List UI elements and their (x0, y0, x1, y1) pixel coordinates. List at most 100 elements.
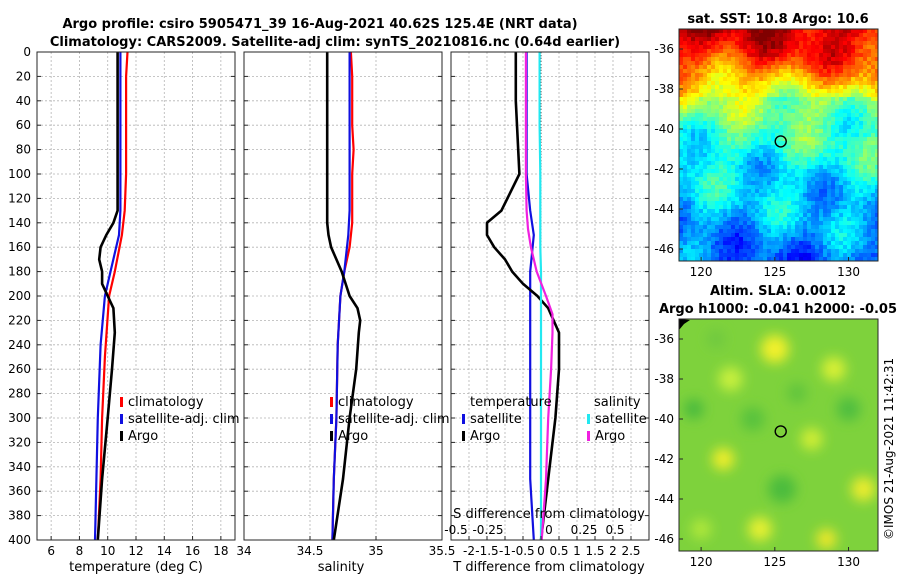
sst-cell (743, 57, 748, 62)
sst-cell (751, 165, 756, 170)
sst-cell (783, 153, 788, 158)
sst-cell (767, 105, 772, 110)
sst-cell (755, 165, 760, 170)
sst-cell (711, 41, 716, 46)
sst-cell (703, 145, 708, 150)
sst-cell (851, 161, 856, 166)
sst-cell (839, 125, 844, 130)
sst-cell (855, 181, 860, 186)
sst-cell (735, 109, 740, 114)
sst-cell (679, 57, 684, 62)
sst-cell (723, 69, 728, 74)
sst-cell (843, 237, 848, 242)
sst-cell (775, 89, 780, 94)
sst-cell (835, 109, 840, 114)
sst-cell (691, 41, 696, 46)
sst-cell (707, 161, 712, 166)
sst-cell (755, 201, 760, 206)
sst-cell (843, 197, 848, 202)
sst-cell (695, 237, 700, 242)
sst-cell (807, 57, 812, 62)
sst-cell (835, 105, 840, 110)
sst-cell (727, 93, 732, 98)
sst-cell (727, 53, 732, 58)
sst-cell (723, 109, 728, 114)
sst-cell (739, 101, 744, 106)
sst-cell (751, 105, 756, 110)
sst-cell (691, 145, 696, 150)
sst-cell (695, 77, 700, 82)
sst-cell (871, 61, 876, 66)
sst-cell (751, 93, 756, 98)
sst-cell (871, 49, 876, 54)
sst-cell (727, 81, 732, 86)
sst-cell (691, 61, 696, 66)
sst-cell (715, 217, 720, 222)
sst-cell (803, 77, 808, 82)
sst-cell (859, 129, 864, 134)
sst-cell (819, 237, 824, 242)
sst-cell (723, 197, 728, 202)
sst-cell (771, 233, 776, 238)
sst-cell (871, 133, 876, 138)
sst-cell (731, 237, 736, 242)
sst-cell (863, 45, 868, 50)
sst-cell (811, 37, 816, 42)
sst-cell (787, 125, 792, 130)
sst-cell (747, 69, 752, 74)
sst-cell (711, 189, 716, 194)
sla-anomaly-blob (683, 399, 704, 419)
sst-cell (735, 197, 740, 202)
sst-cell (851, 129, 856, 134)
sst-cell (815, 229, 820, 234)
sst-cell (703, 221, 708, 226)
sst-cell (827, 161, 832, 166)
sst-cell (727, 205, 732, 210)
sst-cell (807, 189, 812, 194)
sst-cell (747, 37, 752, 42)
sst-cell (855, 41, 860, 46)
sst-cell (707, 205, 712, 210)
sst-cell (807, 193, 812, 198)
sst-cell (867, 121, 872, 126)
sst-cell (679, 209, 684, 214)
sst-cell (743, 149, 748, 154)
sst-cell (759, 117, 764, 122)
sst-cell (743, 193, 748, 198)
sst-cell (871, 257, 876, 261)
sst-cell (747, 109, 752, 114)
sst-cell (683, 177, 688, 182)
sst-cell (767, 181, 772, 186)
sst-cell (771, 97, 776, 102)
sst-cell (719, 193, 724, 198)
sst-cell (847, 77, 852, 82)
sst-cell (855, 33, 860, 38)
sst-cell (847, 205, 852, 210)
sst-cell (803, 85, 808, 90)
sst-cell (875, 37, 878, 42)
sst-cell (831, 177, 836, 182)
sst-cell (711, 149, 716, 154)
sst-cell (787, 201, 792, 206)
sst-cell (815, 65, 820, 70)
sst-cell (871, 249, 876, 254)
sst-cell (735, 37, 740, 42)
sst-cell (835, 201, 840, 206)
sst-cell (743, 233, 748, 238)
sst-cell (863, 197, 868, 202)
sst-cell (731, 53, 736, 58)
sst-cell (823, 189, 828, 194)
sst-cell (803, 129, 808, 134)
sst-cell (755, 233, 760, 238)
sst-cell (739, 69, 744, 74)
sst-cell (799, 193, 804, 198)
sst-cell (787, 137, 792, 142)
sst-cell (687, 93, 692, 98)
sst-cell (691, 73, 696, 78)
sst-cell (743, 117, 748, 122)
sst-cell (719, 129, 724, 134)
sst-cell (807, 185, 812, 190)
sst-cell (683, 49, 688, 54)
sst-cell (691, 237, 696, 242)
sla-map-title-line-1: Altim. SLA: 0.0012 (710, 284, 846, 299)
